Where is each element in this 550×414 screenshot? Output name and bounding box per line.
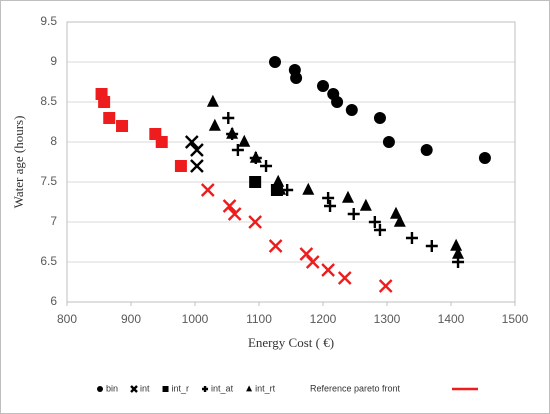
marker-triangle: [393, 214, 406, 227]
y-tick-label: 7: [50, 214, 57, 228]
marker-triangle: [249, 150, 262, 163]
marker-plus: [202, 386, 209, 392]
marker-circle: [290, 72, 303, 84]
marker-circle: [478, 152, 491, 164]
legend-label: bin: [106, 383, 118, 393]
marker-plus: [324, 200, 337, 212]
legend-label: int: [140, 383, 150, 393]
marker-triangle: [246, 385, 253, 392]
marker-plus: [405, 232, 418, 244]
y-tick-label: 6: [50, 294, 57, 308]
marker-x: [227, 207, 242, 221]
legend-label: int_r: [172, 383, 190, 393]
marker-triangle: [226, 126, 239, 139]
legend-label: int_rt: [255, 383, 276, 393]
marker-x: [190, 159, 204, 173]
marker-circle: [97, 386, 103, 392]
x-tick-label: 1000: [182, 312, 209, 326]
x-tick-label: 900: [121, 312, 141, 326]
x-tick-label: 1500: [502, 312, 529, 326]
marker-plus: [231, 144, 244, 156]
marker-triangle: [452, 246, 465, 259]
y-axis-title: Water age (hours): [11, 116, 26, 209]
y-tick-label: 7.5: [40, 174, 57, 188]
marker-square: [249, 176, 262, 188]
marker-x: [321, 263, 335, 277]
marker-triangle: [359, 198, 372, 211]
marker-plus: [425, 240, 438, 252]
x-axis-title: Energy Cost ( €): [248, 335, 334, 350]
marker-triangle: [272, 174, 285, 187]
marker-square: [98, 96, 111, 108]
y-tick-label: 9.5: [40, 14, 57, 28]
marker-triangle: [206, 94, 219, 107]
marker-x: [190, 143, 204, 157]
marker-circle: [331, 96, 344, 108]
y-tick-label: 8: [50, 134, 57, 148]
marker-triangle: [341, 190, 354, 203]
marker-x: [305, 255, 320, 269]
y-tick-label: 6.5: [40, 254, 57, 268]
plot-border: [66, 21, 516, 303]
marker-square: [103, 112, 116, 124]
marker-square: [155, 136, 168, 148]
marker-plus: [347, 208, 360, 220]
marker-x: [248, 215, 263, 229]
marker-x: [337, 271, 352, 285]
marker-circle: [373, 112, 386, 124]
marker-x: [130, 385, 138, 393]
marker-square: [174, 160, 187, 172]
marker-circle: [420, 144, 433, 156]
marker-circle: [317, 80, 329, 92]
marker-x: [200, 183, 215, 197]
marker-triangle: [238, 134, 251, 147]
marker-x: [184, 135, 199, 149]
x-tick-label: 1200: [310, 312, 337, 326]
marker-square: [116, 120, 129, 132]
x-tick-label: 1400: [438, 312, 465, 326]
x-tick-label: 800: [57, 312, 77, 326]
marker-x: [268, 239, 283, 253]
marker-triangle: [389, 206, 402, 219]
x-tick-label: 1100: [246, 312, 272, 326]
marker-plus: [368, 216, 381, 228]
y-tick-label: 8.5: [40, 94, 57, 108]
marker-plus: [322, 192, 335, 204]
marker-x: [222, 199, 237, 213]
marker-triangle: [208, 118, 221, 131]
marker-square: [162, 386, 169, 392]
y-tick-label: 9: [50, 54, 57, 68]
marker-plus: [373, 224, 386, 236]
marker-triangle: [450, 238, 463, 251]
marker-circle: [382, 136, 395, 148]
legend-label: Reference pareto front: [310, 383, 401, 393]
marker-circle: [345, 104, 358, 116]
marker-triangle: [302, 182, 315, 195]
marker-x: [378, 279, 393, 293]
legend-label: int_at: [211, 383, 234, 393]
marker-plus: [222, 112, 235, 124]
x-tick-label: 1300: [374, 312, 401, 326]
marker-circle: [269, 56, 281, 68]
marker-plus: [260, 160, 273, 172]
marker-triangle: [274, 182, 287, 195]
